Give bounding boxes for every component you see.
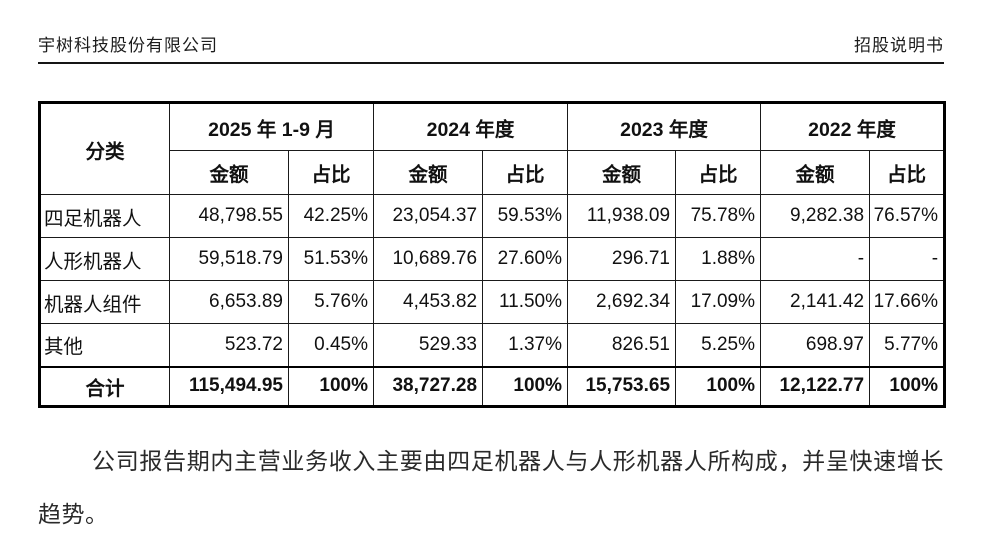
table-row-other: 其他 523.72 0.45% 529.33 1.37% 826.51 5.25… [39,323,946,367]
subheader-ratio: 占比 [482,150,569,195]
ratio-cell: 11.50% [482,280,569,324]
table-row-quadruped-robots: 四足机器人 48,798.55 42.25% 23,054.37 59.53% … [39,194,946,238]
company-name: 宇树科技股份有限公司 [38,36,218,55]
ratio-cell: 1.88% [675,237,762,281]
subheader-ratio: 占比 [869,150,946,195]
ratio-cell: 42.25% [287,194,375,238]
row-label: 四足机器人 [39,194,170,238]
amount-cell: 48,798.55 [169,194,289,238]
subheader-ratio: 占比 [675,150,762,195]
ratio-cell: 5.76% [287,280,375,324]
amount-cell: 2,692.34 [567,280,677,324]
amount-cell: 4,453.82 [373,280,484,324]
ratio-cell: 27.60% [482,237,569,281]
table-header-subcolumns: 金额 占比 金额 占比 金额 占比 金额 占比 [40,150,946,195]
ratio-cell: 59.53% [482,194,569,238]
ratio-cell: 100% [287,365,375,407]
subheader-amount: 金额 [373,150,484,195]
col-header-period-2024: 2024 年度 [373,102,569,151]
amount-cell: 826.51 [567,323,677,367]
amount-cell: 59,518.79 [169,237,289,281]
ratio-cell: 5.77% [869,323,946,367]
amount-cell: 10,689.76 [373,237,484,281]
ratio-cell: 76.57% [869,194,946,238]
amount-cell: 529.33 [373,323,484,367]
table-row-robot-components: 机器人组件 6,653.89 5.76% 4,453.82 11.50% 2,6… [39,280,946,324]
amount-cell: 15,753.65 [567,365,677,407]
commentary-paragraph: 公司报告期内主营业务收入主要由四足机器人与人形机器人所构成，并呈快速增长趋势。 [38,449,944,528]
ratio-cell: 100% [482,365,569,407]
subheader-amount: 金额 [760,150,871,195]
col-header-category: 分类 [39,102,170,195]
amount-cell: - [760,237,871,281]
ratio-cell: 100% [869,365,946,407]
revenue-breakdown-table: 分类 2025 年 1-9 月 2024 年度 2023 年度 2022 年度 … [38,101,947,408]
ratio-cell: 0.45% [287,323,375,367]
ratio-cell: 17.66% [869,280,946,324]
amount-cell: 2,141.42 [760,280,871,324]
amount-cell: 11,938.09 [567,194,677,238]
subheader-amount: 金额 [567,150,677,195]
row-label: 人形机器人 [39,237,170,281]
col-header-period-2025: 2025 年 1-9 月 [168,102,375,151]
amount-cell: 12,122.77 [760,365,871,407]
table-row-humanoid-robots: 人形机器人 59,518.79 51.53% 10,689.76 27.60% … [39,237,946,281]
ratio-cell: - [869,237,946,281]
doc-type-label: 招股说明书 [854,36,944,55]
ratio-cell: 51.53% [287,237,375,281]
ratio-cell: 75.78% [675,194,762,238]
row-label: 机器人组件 [39,280,170,324]
row-label: 其他 [39,323,170,367]
ratio-cell: 100% [675,365,762,407]
subheader-amount: 金额 [169,150,289,195]
header-divider [38,62,944,64]
amount-cell: 38,727.28 [373,365,484,407]
amount-cell: 698.97 [760,323,871,367]
ratio-cell: 5.25% [675,323,762,367]
amount-cell: 23,054.37 [373,194,484,238]
amount-cell: 6,653.89 [169,280,289,324]
ratio-cell: 17.09% [675,280,762,324]
prospectus-page: 宇树科技股份有限公司 招股说明书 分类 2025 年 1-9 月 2024 年度… [38,0,947,528]
amount-cell: 296.71 [567,237,677,281]
amount-cell: 115,494.95 [169,365,289,407]
col-header-period-2023: 2023 年度 [567,102,762,151]
amount-cell: 9,282.38 [760,194,871,238]
col-header-period-2022: 2022 年度 [760,102,946,151]
table-row-total: 合计 115,494.95 100% 38,727.28 100% 15,753… [39,365,946,407]
total-label: 合计 [39,365,170,407]
ratio-cell: 1.37% [482,323,569,367]
subheader-ratio: 占比 [287,150,375,195]
amount-cell: 523.72 [169,323,289,367]
running-header: 宇树科技股份有限公司 招股说明书 [38,0,944,56]
table-header-periods: 分类 2025 年 1-9 月 2024 年度 2023 年度 2022 年度 [39,102,946,195]
